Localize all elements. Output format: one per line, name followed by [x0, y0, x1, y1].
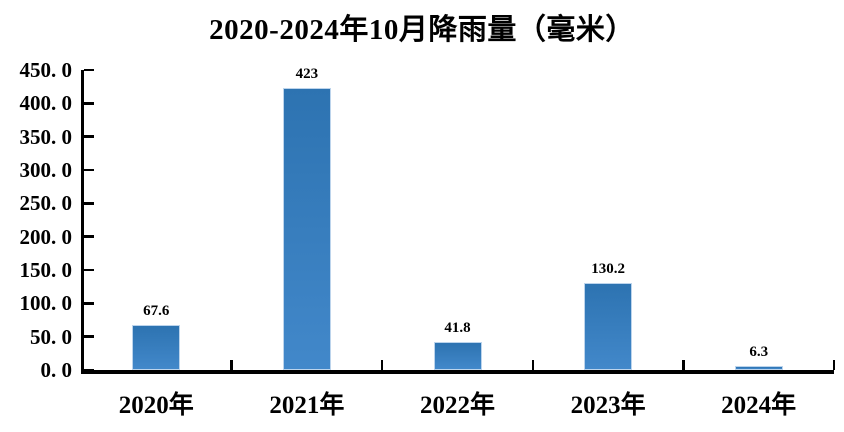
- x-category-label: 2023年: [570, 392, 646, 419]
- y-tick-label: 0. 0: [40, 358, 73, 382]
- y-axis-tick: [84, 235, 94, 238]
- y-axis-line: [81, 70, 84, 374]
- y-axis-tick: [84, 168, 94, 172]
- bar: [282, 88, 331, 370]
- y-tick-label: 200. 0: [19, 224, 73, 249]
- x-category-label: 2020年: [118, 392, 194, 419]
- y-axis-tick: [84, 268, 94, 272]
- x-category-label: 2022年: [419, 392, 495, 419]
- bar-value-label: 6.3: [749, 343, 769, 360]
- bar: [584, 283, 633, 370]
- y-axis-tick: [84, 102, 94, 105]
- y-tick-label: 350. 0: [19, 124, 73, 149]
- bar-value-label: 130.2: [591, 261, 625, 278]
- x-axis-tick: [682, 360, 685, 370]
- x-category-label: 2021年: [269, 392, 345, 419]
- bar-value-label: 41.8: [444, 320, 471, 337]
- y-axis-tick: [84, 135, 94, 138]
- x-category-label: 2024年: [721, 392, 797, 419]
- x-axis-tick: [230, 360, 233, 370]
- chart-title: 2020-2024年10月降雨量（毫米）: [209, 14, 635, 46]
- bar: [433, 342, 482, 370]
- y-axis-tick: [84, 68, 94, 72]
- bar: [132, 324, 181, 370]
- y-axis-tick: [84, 202, 94, 205]
- y-axis-tick: [84, 302, 94, 305]
- y-tick-label: 100. 0: [19, 291, 73, 316]
- bar-value-label: 423: [295, 66, 319, 82]
- bar-value-label: 67.6: [143, 302, 170, 319]
- y-tick-label: 150. 0: [19, 258, 73, 282]
- y-tick-label: 300. 0: [19, 158, 73, 182]
- y-tick-label: 450. 0: [19, 58, 73, 82]
- x-axis-tick: [380, 360, 384, 370]
- y-tick-label: 250. 0: [19, 191, 73, 216]
- x-axis-tick: [531, 360, 535, 370]
- y-tick-label: 50. 0: [30, 324, 72, 349]
- y-axis-tick: [84, 368, 94, 372]
- x-axis-tick: [832, 360, 836, 370]
- bar: [734, 365, 783, 370]
- y-tick-label: 400. 0: [19, 91, 73, 116]
- x-axis-line: [81, 370, 834, 374]
- y-axis-tick: [84, 335, 94, 338]
